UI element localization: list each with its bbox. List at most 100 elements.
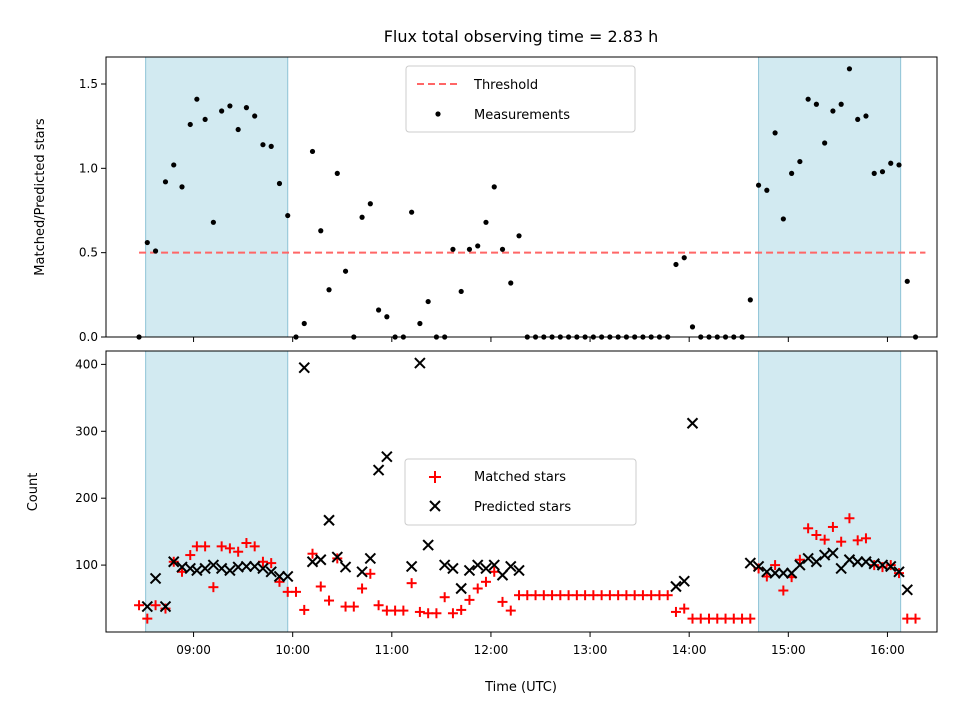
measurement-point: [152, 248, 159, 254]
matched-star-point: [365, 568, 376, 579]
matched-star-point: [299, 604, 310, 615]
predicted-star-point: [240, 560, 253, 573]
matched-star-point: [134, 600, 145, 611]
measurement-point: [491, 184, 497, 190]
matched-star-point: [233, 546, 244, 557]
y-tick-label: 0.5: [79, 246, 98, 260]
x-tick-label: 09:00: [176, 643, 211, 657]
predicted-star-point: [496, 569, 509, 581]
measurement-point: [780, 216, 786, 222]
matched-star-point: [249, 541, 260, 552]
measurement-point: [466, 246, 473, 252]
top-y-axis-label: Matched/Predicted stars: [33, 118, 48, 276]
predicted-star-point: [513, 564, 525, 577]
matched-star-point: [290, 586, 301, 597]
measurement-point: [210, 219, 216, 225]
matched-star-point: [398, 605, 409, 616]
predicted-star-point: [835, 562, 847, 575]
shaded-window: [145, 56, 289, 338]
matched-star-point: [266, 558, 277, 569]
predicted-star-point: [860, 556, 872, 568]
predicted-star-point: [356, 566, 368, 578]
x-tick-label: 14:00: [672, 643, 707, 657]
measurement-point: [681, 255, 687, 261]
measurement-point: [384, 314, 390, 320]
measurement-point: [499, 246, 506, 252]
legend-measurements-label: Measurements: [474, 108, 570, 123]
matched-star-point: [489, 566, 500, 577]
predicted-star-point: [455, 582, 467, 595]
matched-star-point: [505, 605, 516, 616]
matched-star-point: [480, 576, 491, 587]
predicted-star-point: [184, 562, 196, 575]
y-tick-label: 0.0: [79, 330, 98, 344]
measurement-point: [268, 143, 274, 149]
measurement-point: [417, 320, 423, 327]
measurement-point: [252, 113, 258, 119]
predicted-star-point: [331, 551, 343, 563]
predicted-star-point: [298, 362, 310, 374]
measurement-point: [830, 108, 836, 114]
measurement-point: [797, 158, 803, 165]
legend-predicted-swatch: [429, 500, 441, 512]
matched-star-point: [224, 543, 235, 554]
measurement-point: [235, 126, 241, 133]
predicted-star-point: [282, 570, 294, 583]
matched-star-point: [844, 513, 855, 524]
top-panel: 0.0 0.5 1.0 1.5 Matched/Predicted stars Thr…: [33, 56, 938, 344]
measurement-point: [334, 170, 340, 176]
top-legend: Threshold Measurements: [405, 65, 636, 133]
predicted-star-point: [207, 559, 220, 571]
predicted-star-point: [827, 547, 839, 559]
measurement-point: [764, 187, 770, 193]
measurement-point: [219, 108, 225, 114]
measurement-point: [367, 201, 373, 207]
predicted-star-point: [447, 562, 459, 575]
bottom-y-ticks: 100 200 300 400: [75, 357, 106, 572]
y-tick-label: 400: [75, 357, 98, 371]
predicted-star-point: [488, 559, 500, 571]
predicted-star-point: [752, 560, 765, 573]
predicted-star-point: [670, 580, 682, 593]
matched-star-point: [819, 534, 830, 545]
predicted-star-point: [405, 560, 418, 573]
predicted-star-point: [472, 559, 484, 571]
matched-star-point: [185, 550, 196, 561]
y-tick-label: 300: [75, 424, 98, 438]
predicted-star-point: [199, 562, 211, 575]
matched-star-point: [348, 601, 359, 612]
matched-star-point: [447, 608, 458, 619]
measurement-point: [855, 116, 861, 123]
measurement-point: [458, 288, 464, 295]
predicted-star-point: [149, 572, 162, 585]
legend-threshold-label: Threshold: [473, 78, 538, 93]
matched-star-point: [794, 554, 805, 565]
measurement-point: [871, 170, 877, 176]
matched-star-point: [860, 533, 871, 544]
predicted-star-point: [141, 600, 154, 613]
measurement-point: [359, 214, 365, 220]
top-x-ticks: [193, 337, 888, 342]
measurement-point: [805, 96, 811, 102]
predicted-star-point: [480, 562, 492, 575]
matched-star-point: [241, 538, 252, 549]
measurement-point: [171, 162, 177, 168]
measurement-point: [879, 169, 886, 175]
predicted-star-point: [777, 567, 790, 579]
measurement-point: [755, 182, 762, 188]
measurement-point: [516, 233, 522, 239]
predicted-star-point: [372, 464, 385, 476]
measurement-point: [187, 121, 193, 128]
predicted-star-point: [885, 560, 897, 573]
matched-star-point: [406, 578, 417, 589]
measurement-point: [260, 142, 266, 148]
predicted-star-point: [381, 451, 393, 463]
predicted-star-point: [901, 584, 913, 596]
predicted-star-point: [422, 539, 434, 551]
predicted-star-point: [159, 600, 172, 613]
measurement-points: [136, 66, 919, 340]
matched-star-point: [315, 581, 326, 592]
measurement-point: [179, 184, 185, 190]
measurement-point: [846, 66, 853, 72]
matched-star-point: [836, 536, 847, 547]
